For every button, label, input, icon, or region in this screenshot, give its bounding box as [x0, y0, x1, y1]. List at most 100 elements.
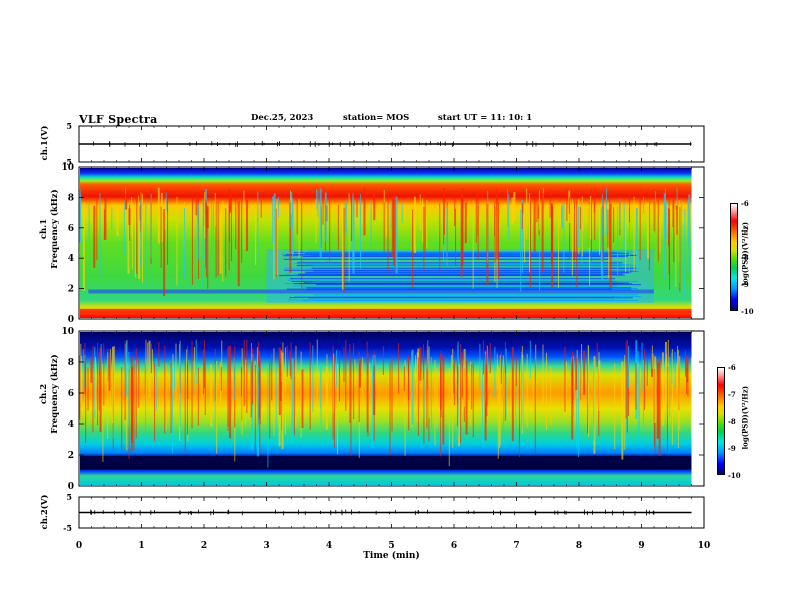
ch1-blue-streak — [311, 267, 637, 269]
ch1-streak — [351, 197, 353, 241]
ch1-streak — [203, 201, 205, 260]
ch1-streak — [160, 206, 162, 268]
ch2-streak — [642, 360, 644, 427]
ch2-streak — [414, 355, 416, 380]
ch2-streak — [293, 359, 295, 435]
ch1-streak — [667, 207, 669, 246]
ch1-streak — [383, 189, 385, 207]
ch2-streak — [596, 342, 598, 367]
ch2-streak — [193, 360, 195, 395]
ch2-streak — [644, 349, 646, 410]
ch1-streak — [298, 199, 300, 259]
ch1-streak — [184, 208, 186, 279]
ch1-streak — [563, 201, 565, 273]
ch1-streak — [296, 199, 298, 235]
ch1-streak — [196, 204, 199, 260]
ch2-streak — [457, 365, 459, 404]
ch2-streak — [193, 347, 195, 373]
ch2-streak — [654, 356, 657, 423]
ch2-streak — [679, 356, 681, 430]
ch1-streak — [99, 192, 101, 276]
ch2-streak — [625, 341, 627, 419]
ch2-streak — [107, 352, 109, 439]
ch1-streak — [561, 205, 564, 229]
x-tick-label: 10 — [698, 541, 711, 551]
ch1-streak — [272, 196, 275, 243]
ch1-streak — [243, 190, 245, 250]
ch1-streak — [559, 202, 561, 227]
ch2-streak — [202, 349, 204, 395]
y-tick-label: 0 — [68, 482, 74, 492]
ch1-streak — [613, 207, 615, 243]
ch2-streak — [489, 343, 491, 373]
ch2-streak — [658, 359, 661, 456]
ch1-streak — [439, 203, 441, 274]
ch1-streak — [672, 200, 674, 227]
ch1-streak — [520, 209, 522, 292]
ch2-streak — [204, 359, 206, 416]
ch2-streak — [214, 364, 216, 435]
ch1-streak — [235, 195, 237, 250]
ch1-blue-streak — [306, 268, 632, 270]
ch2-streak — [312, 345, 314, 412]
ch2-streak — [165, 363, 167, 431]
ch1-streak — [663, 193, 666, 279]
ch2-streak — [515, 363, 517, 434]
ch2-streak — [471, 364, 473, 410]
x-tick-label: 2 — [201, 541, 207, 551]
ch1-blue-streak — [313, 294, 639, 296]
ch2-streak — [295, 345, 297, 428]
ch1-streak — [639, 188, 641, 261]
ch1-streak — [668, 198, 670, 275]
ch2-streak — [275, 363, 277, 446]
ch2-streak — [353, 342, 355, 420]
ch2-streak — [453, 364, 455, 394]
ch2-streak — [671, 349, 673, 445]
ch1-streak — [600, 207, 602, 275]
ch1-streak — [273, 201, 275, 280]
ch1-streak — [176, 196, 178, 286]
colorbar-tick-label: -6 — [728, 363, 736, 372]
ch2-streak — [417, 357, 419, 436]
ch2-streak — [614, 363, 616, 450]
ch1-streak — [205, 199, 207, 268]
ch2-streak — [80, 343, 82, 404]
ch2-streak — [369, 363, 371, 396]
ch1-streak — [383, 202, 385, 252]
chart-title: VLF Spectra — [79, 113, 158, 126]
ch1-blue-streak — [294, 263, 620, 265]
ch1-streak — [125, 193, 128, 210]
ch1-streak — [207, 208, 209, 289]
ch2-streak — [227, 345, 229, 427]
ch2-streak — [657, 362, 660, 439]
ch2-waveform-ylabel: ch.2(V) — [40, 494, 50, 530]
ch2-streak — [186, 349, 188, 379]
ch2-streak — [534, 358, 536, 455]
ch2-streak — [349, 344, 351, 423]
ch1-streak — [157, 187, 160, 244]
ch1-streak — [145, 201, 147, 288]
ch2-streak — [641, 342, 643, 392]
ch2-streak — [252, 348, 254, 405]
ch1-blue-streak — [312, 280, 638, 282]
ch1-streak — [222, 200, 224, 283]
ch2-spectrogram-features — [79, 332, 703, 485]
ch2-streak — [219, 361, 221, 409]
ch2-streak — [133, 363, 135, 450]
ch2-streak — [170, 363, 172, 434]
ch1-streak — [659, 205, 661, 253]
date-label: Dec.25, 2023 — [251, 113, 314, 123]
ch2-streak — [461, 352, 463, 398]
ch1-streak — [96, 199, 98, 261]
ch2-streak — [221, 340, 223, 369]
ch2-streak — [637, 351, 639, 444]
ch1-streak — [413, 196, 416, 253]
ch2-streak — [259, 360, 261, 425]
ch1-streak — [160, 192, 163, 243]
ch2-streak — [624, 355, 626, 450]
ch2-streak — [486, 345, 488, 406]
x-axis-label: Time (min) — [363, 550, 420, 561]
ch1-blue-streak — [316, 296, 642, 298]
ch2-streak — [587, 345, 589, 372]
ch1-streak — [446, 206, 448, 267]
